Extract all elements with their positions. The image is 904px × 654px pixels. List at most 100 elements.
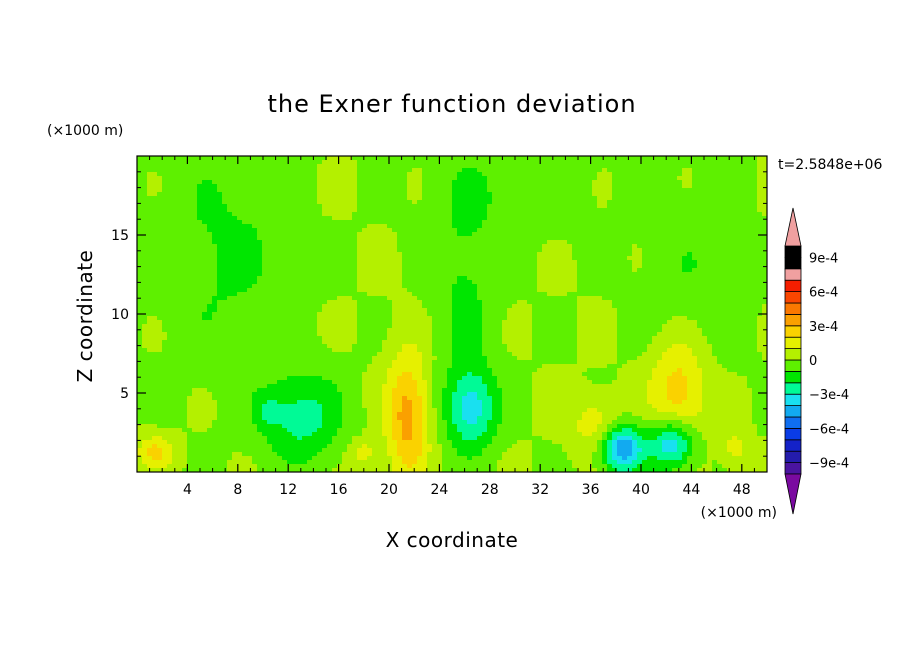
field-cell <box>517 188 523 193</box>
field-cell <box>602 232 608 237</box>
field-cell <box>737 160 743 165</box>
field-cell <box>342 264 348 269</box>
field-cell <box>187 308 193 313</box>
field-cell <box>682 288 688 293</box>
field-cell <box>207 156 213 161</box>
field-cell <box>657 160 663 165</box>
field-cell <box>237 244 243 249</box>
field-cell <box>757 184 763 189</box>
field-cell <box>712 300 718 305</box>
field-cell <box>737 244 743 249</box>
field-cell <box>247 176 253 181</box>
field-cell <box>762 184 767 189</box>
field-cell <box>252 208 258 213</box>
field-cell <box>617 188 623 193</box>
field-cell <box>432 224 438 229</box>
field-cell <box>552 192 558 197</box>
field-cell <box>212 212 218 217</box>
field-cell <box>732 256 738 261</box>
field-cell <box>532 308 538 313</box>
field-cell <box>702 204 708 209</box>
field-cell <box>402 296 408 301</box>
field-cell <box>247 252 253 257</box>
field-cell <box>202 208 208 213</box>
field-cell <box>672 188 678 193</box>
field-cell <box>662 252 668 257</box>
field-cell <box>602 204 608 209</box>
field-cell <box>517 280 523 285</box>
field-cell <box>182 200 188 205</box>
field-cell <box>202 300 208 305</box>
field-cell <box>267 280 273 285</box>
field-cell <box>517 196 523 201</box>
field-cell <box>207 312 213 317</box>
field-cell <box>512 264 518 269</box>
field-cell <box>667 288 673 293</box>
field-cell <box>557 300 563 305</box>
field-cell <box>517 240 523 245</box>
field-cell <box>337 300 343 305</box>
field-cell <box>197 168 203 173</box>
field-cell <box>157 220 163 225</box>
field-cell <box>237 212 243 217</box>
field-cell <box>367 296 373 301</box>
field-cell <box>532 284 538 289</box>
field-cell <box>467 220 473 225</box>
field-cell <box>677 280 683 285</box>
field-cell <box>477 220 483 225</box>
field-cell <box>537 196 543 201</box>
field-cell <box>252 264 258 269</box>
field-cell <box>327 168 333 173</box>
field-cell <box>657 276 663 281</box>
field-cell <box>692 212 698 217</box>
field-cell <box>532 272 538 277</box>
field-cell <box>227 300 233 305</box>
field-cell <box>522 256 528 261</box>
field-cell <box>672 216 678 221</box>
field-cell <box>582 288 588 293</box>
field-cell <box>287 224 293 229</box>
field-cell <box>662 256 668 261</box>
field-cell <box>432 244 438 249</box>
field-cell <box>382 168 388 173</box>
field-cell <box>697 232 703 237</box>
field-cell <box>397 300 403 305</box>
field-cell <box>157 300 163 305</box>
field-cell <box>472 216 478 221</box>
field-cell <box>512 312 518 317</box>
field-cell <box>587 208 593 213</box>
field-cell <box>527 208 533 213</box>
field-cell <box>377 284 383 289</box>
field-cell <box>407 260 413 265</box>
field-cell <box>757 248 763 253</box>
field-cell <box>217 192 223 197</box>
field-cell <box>252 176 258 181</box>
field-cell <box>727 192 733 197</box>
field-cell <box>607 192 613 197</box>
field-cell <box>187 224 193 229</box>
field-cell <box>182 168 188 173</box>
field-cell <box>677 188 683 193</box>
field-cell <box>722 160 728 165</box>
field-cell <box>187 276 193 281</box>
field-cell <box>207 160 213 165</box>
field-cell <box>267 308 273 313</box>
field-cell <box>522 192 528 197</box>
field-cell <box>412 244 418 249</box>
field-cell <box>432 272 438 277</box>
field-cell <box>607 232 613 237</box>
field-cell <box>392 220 398 225</box>
field-cell <box>707 156 713 161</box>
field-cell <box>227 304 233 309</box>
field-cell <box>702 280 708 285</box>
field-cell <box>312 252 318 257</box>
field-cell <box>237 264 243 269</box>
field-cell <box>637 224 643 229</box>
field-cell <box>367 308 373 313</box>
field-cell <box>152 208 158 213</box>
field-cell <box>597 196 603 201</box>
field-cell <box>447 188 453 193</box>
field-cell <box>502 164 508 169</box>
field-cell <box>172 224 178 229</box>
field-cell <box>337 216 343 221</box>
